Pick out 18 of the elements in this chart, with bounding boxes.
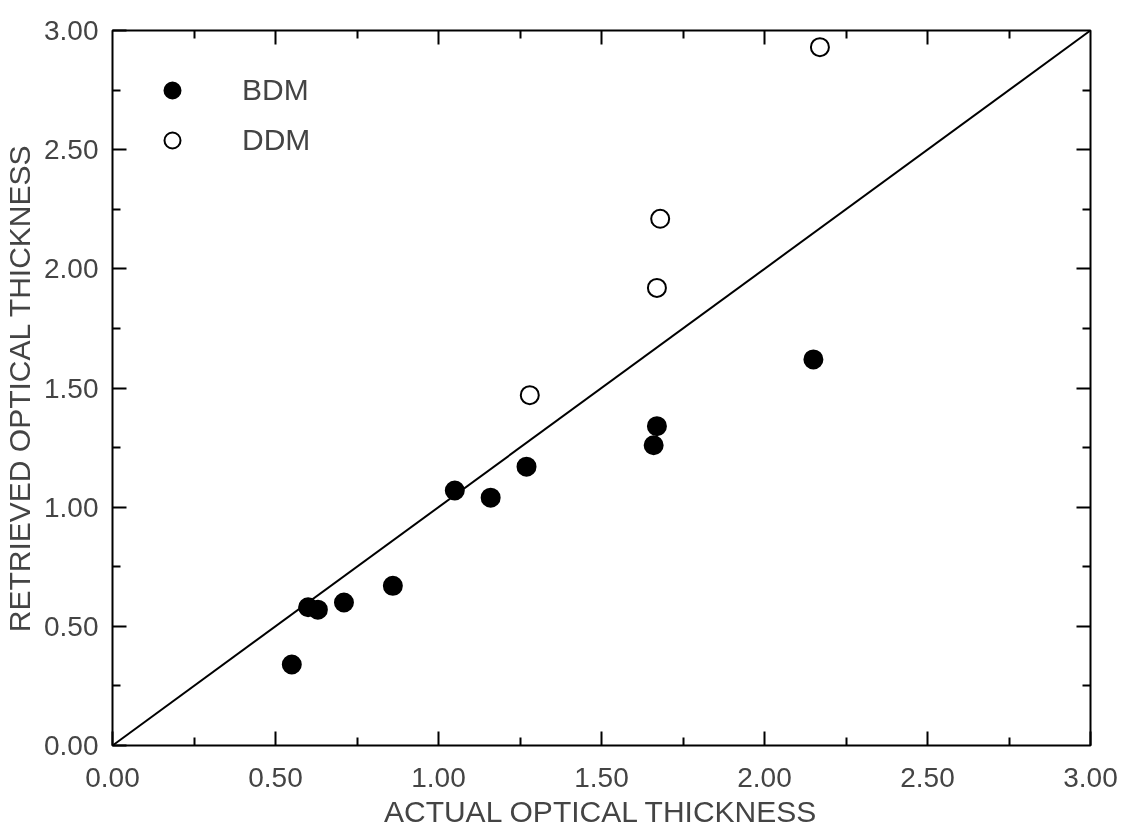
- y-axis-title: RETRIEVED OPTICAL THICKNESS: [3, 145, 36, 633]
- y-tick-label: 1.00: [44, 491, 99, 523]
- x-tick-label: 2.50: [900, 761, 955, 793]
- y-tick-label: 0.50: [44, 610, 99, 642]
- x-tick-label: 0.50: [248, 761, 303, 793]
- x-axis-title: ACTUAL OPTICAL THICKNESS: [383, 794, 817, 828]
- x-tick-label: 3.00: [1063, 761, 1118, 793]
- x-tick-label: 1.50: [574, 761, 629, 793]
- x-tick-label: 0.00: [85, 761, 140, 793]
- y-tick-label: 1.50: [44, 372, 99, 404]
- legend-label: DDM: [242, 123, 311, 157]
- x-tick-label: 2.00: [737, 761, 792, 793]
- y-tick-label: 2.50: [44, 134, 99, 166]
- y-tick-label: 0.00: [44, 730, 99, 761]
- y-tick-label: 2.00: [44, 253, 99, 285]
- x-tick-label: 1.00: [411, 761, 466, 793]
- y-tick-label: 3.00: [44, 15, 99, 46]
- legend-label: BDM: [242, 73, 309, 107]
